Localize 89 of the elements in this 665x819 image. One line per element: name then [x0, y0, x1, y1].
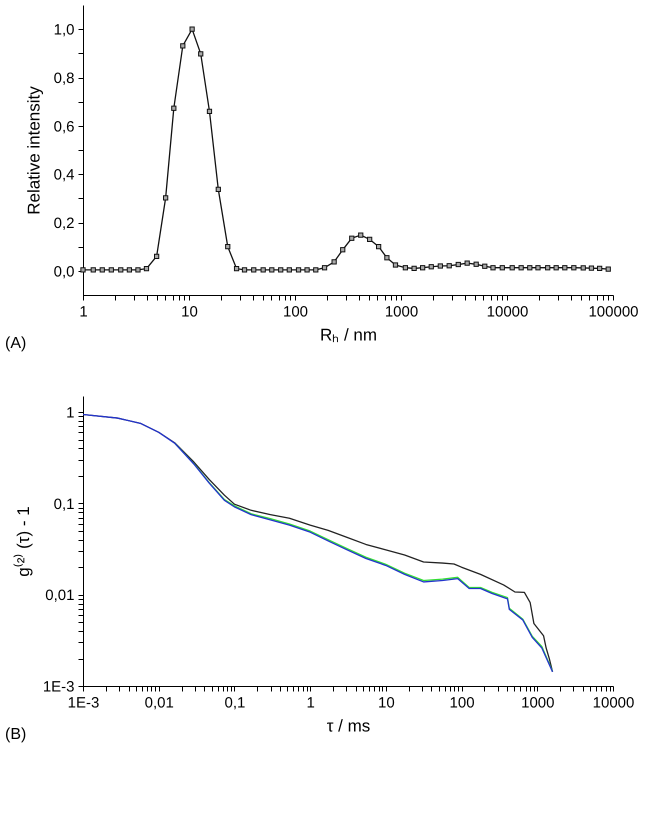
y-tick-label: 0,1 — [54, 496, 74, 513]
y-tick-label: 0,2 — [54, 215, 74, 232]
x-tick-label: 1000 — [384, 304, 418, 320]
point — [482, 264, 488, 269]
y-tick-label: 1E-3 — [42, 678, 74, 696]
point — [313, 267, 318, 272]
point — [392, 262, 398, 268]
text: (B) — [5, 726, 26, 743]
point — [163, 195, 168, 200]
point — [464, 260, 470, 266]
point — [126, 267, 132, 272]
x-tick-label: 1 — [306, 694, 315, 712]
point — [500, 265, 505, 270]
point — [269, 267, 274, 272]
x-tick-label: 10000 — [486, 304, 528, 320]
point — [456, 262, 461, 268]
point — [446, 263, 452, 268]
y-tick-label: 0,0 — [54, 263, 74, 280]
point — [438, 263, 443, 269]
y-tick-label: 0,01 — [45, 587, 74, 604]
point — [428, 264, 434, 270]
y-tick-label: 1 — [66, 404, 74, 422]
point — [367, 236, 372, 242]
x-tick-label: 10 — [378, 694, 395, 712]
point — [340, 247, 346, 252]
x-tick-label: 100 — [282, 304, 308, 320]
x-tick-label: 1000 — [521, 694, 554, 712]
point — [304, 267, 310, 272]
x-tick-label: 10000 — [592, 694, 634, 712]
point — [606, 266, 611, 272]
point — [251, 267, 256, 272]
point — [597, 266, 602, 272]
y-tick-label: 0,6 — [54, 118, 74, 136]
point — [384, 255, 390, 260]
point — [286, 267, 292, 272]
point — [144, 266, 150, 272]
y-axis-title: Relative intensity — [24, 86, 44, 215]
point — [554, 265, 559, 270]
point — [322, 265, 328, 270]
x-axis-title: τ / ms — [326, 716, 370, 736]
point — [118, 267, 124, 272]
point — [420, 265, 426, 270]
point — [180, 43, 186, 48]
point — [135, 267, 141, 272]
point — [260, 267, 266, 272]
point — [562, 265, 568, 270]
point — [588, 266, 594, 271]
point — [474, 262, 479, 267]
point — [100, 267, 105, 272]
point — [171, 106, 176, 111]
y-tick-label: 1,0 — [54, 22, 74, 39]
point — [535, 265, 541, 270]
point — [225, 244, 230, 250]
point — [412, 266, 417, 272]
point — [376, 244, 382, 250]
point — [527, 265, 532, 270]
y-tick-label: 0,8 — [54, 70, 74, 87]
point — [206, 108, 212, 114]
x-tick-label: 100000 — [588, 304, 639, 320]
point — [234, 266, 240, 272]
x-tick-label: 0,01 — [144, 694, 174, 712]
point — [216, 186, 221, 192]
point — [242, 267, 248, 272]
point — [580, 265, 586, 271]
point — [90, 267, 96, 272]
x-tick-label: 0,1 — [224, 694, 246, 712]
point — [358, 232, 364, 238]
point — [332, 259, 337, 265]
x-tick-label: 10 — [181, 304, 198, 320]
point — [189, 26, 195, 32]
point — [545, 265, 550, 270]
point — [571, 265, 576, 270]
point — [518, 265, 524, 270]
x-tick-label: 1 — [79, 304, 88, 320]
y-axis-title: g⁽²⁾ (τ) - 1 — [12, 506, 33, 577]
point — [278, 267, 284, 272]
x-axis-title: Rₕ / nm — [320, 326, 378, 344]
point — [490, 265, 496, 270]
x-tick-label: 100 — [450, 694, 475, 712]
text: (A) — [5, 335, 26, 352]
point — [198, 51, 204, 56]
point — [108, 267, 114, 272]
point — [154, 254, 160, 259]
point — [510, 265, 515, 270]
x-tick-label: 1E-3 — [68, 694, 100, 712]
point — [296, 267, 302, 272]
y-tick-label: 0,4 — [54, 166, 74, 184]
point — [349, 236, 354, 241]
point — [402, 265, 408, 270]
